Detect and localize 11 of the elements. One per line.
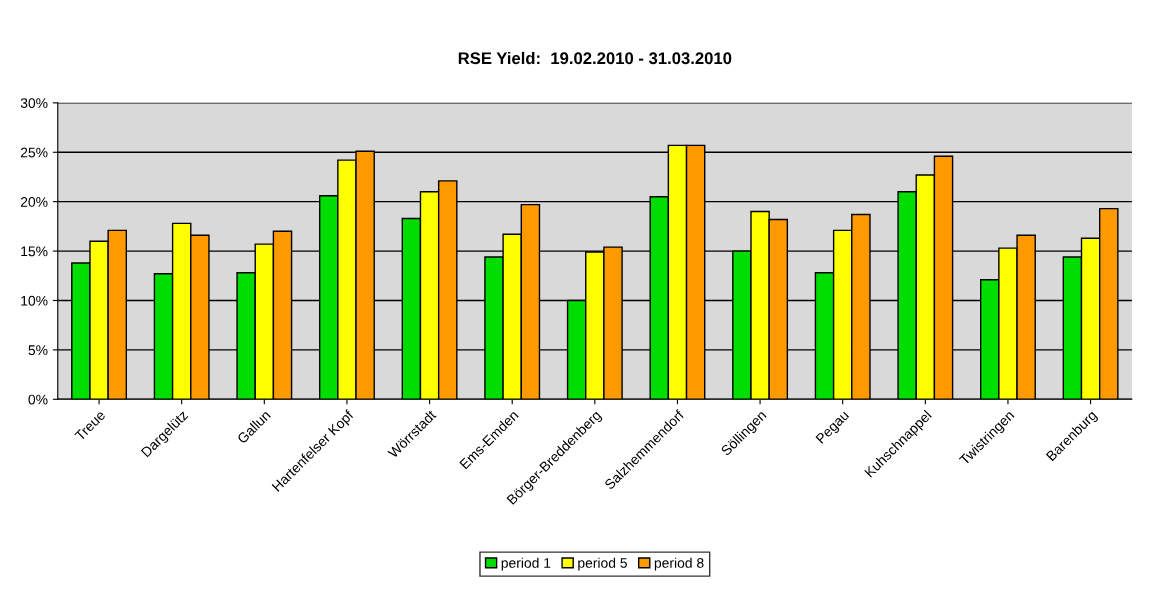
y-tick-label: 10% (21, 295, 48, 306)
y-tick-label: 30% (20, 98, 48, 109)
legend-label: period 1 (501, 557, 551, 571)
y-tick-label: 25% (20, 147, 48, 158)
chart-title: RSE Yield: 19.02.2010 - 31.03.2010 (458, 51, 732, 65)
y-tick-label: 20% (20, 197, 48, 207)
y-tick-label: 0% (28, 394, 48, 405)
legend-label: period 5 (578, 557, 627, 571)
legend-label: period 8 (654, 557, 704, 571)
y-tick-label: 5% (28, 345, 48, 356)
y-tick-label: 15% (21, 246, 48, 257)
